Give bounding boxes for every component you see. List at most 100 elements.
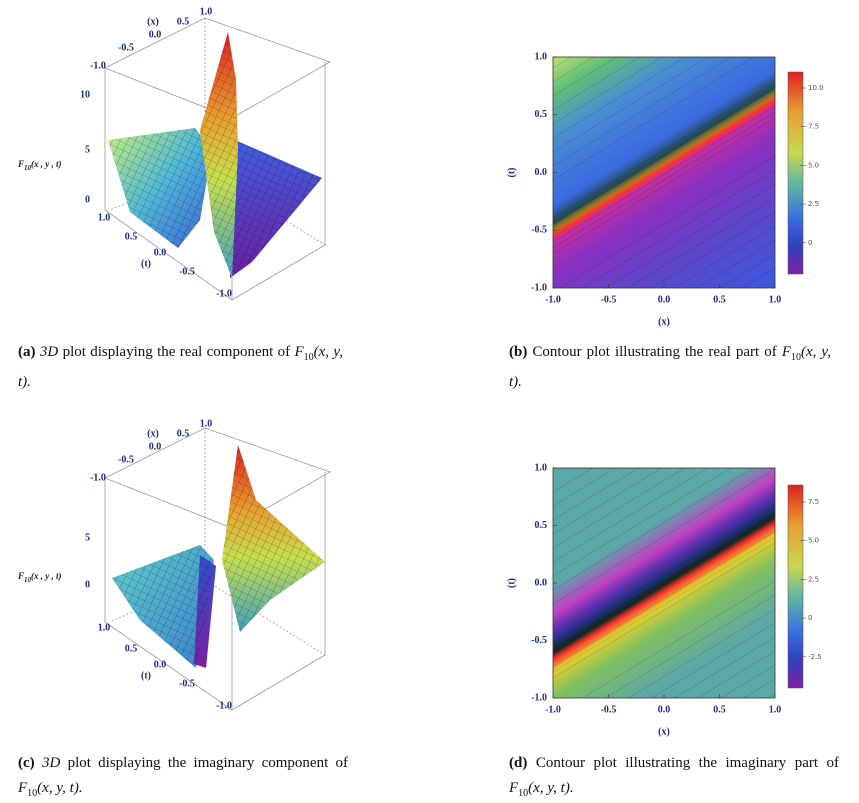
x-axis-label: (x) [658, 726, 670, 737]
z-tick-label: 10 [80, 89, 90, 100]
t-tick-label: 0.0 [154, 247, 167, 258]
contour-line [553, 506, 775, 643]
x-tick-label: 0.0 [149, 441, 162, 452]
caption-lead: 3D [39, 344, 59, 360]
x-tick-label: 0.0 [149, 29, 162, 40]
z-axis-label: F10(x , y , t) [17, 571, 62, 584]
contour-plot-d [552, 467, 804, 699]
caption-label: (a) [18, 344, 36, 360]
math-base: F [18, 780, 28, 796]
contour-line [719, 253, 775, 288]
contour-line [696, 239, 775, 288]
contour-line [553, 111, 775, 249]
colorbar-tick-label: 7.5 [808, 123, 819, 131]
contour-line [553, 468, 593, 493]
t-tick-label: 1.0 [98, 212, 111, 223]
t-tick-label: -1.0 [216, 700, 232, 711]
contour-line [605, 594, 775, 698]
x-tick-label: 0.5 [177, 428, 190, 439]
y-tick-label: 0.5 [535, 109, 548, 120]
z-label-sub: 10 [24, 576, 32, 584]
contour-line [553, 57, 709, 153]
z-tick-label: 5 [85, 532, 90, 543]
contour-plot-b [552, 56, 804, 289]
contour-line [581, 169, 775, 288]
contour-line [553, 81, 775, 219]
x-axis-label: (x) [658, 316, 670, 327]
surface-3d-a [104, 17, 331, 301]
caption-lead: 3D [41, 755, 61, 771]
contour-line [553, 105, 775, 243]
contour-line [553, 468, 686, 549]
x-tick-label: -1.0 [90, 472, 106, 483]
colorbar-tick-label: 2.5 [808, 200, 819, 208]
colorbar-tick-label: 7.5 [808, 498, 819, 506]
x-tick-label: -0.5 [601, 704, 617, 715]
contour-line [553, 93, 775, 231]
colorbar-tick-label: -2.5 [808, 653, 822, 661]
z-label-base: F [17, 159, 24, 169]
contour-line [651, 622, 775, 698]
x-axis-label: (x) [147, 16, 159, 27]
contour-line [553, 530, 775, 667]
contour-line [553, 468, 639, 521]
z-tick-label: 0 [85, 579, 90, 590]
contour-line [553, 57, 686, 139]
y-tick-label: 0.0 [535, 577, 548, 588]
surface-3d-c [104, 427, 331, 711]
x-tick-label: -1.0 [90, 60, 106, 71]
contour-line [553, 512, 775, 649]
contour-line [553, 57, 595, 83]
z-label-args: (x , y , t) [31, 571, 62, 581]
x-tick-label: 1.0 [769, 704, 782, 715]
contour-line [553, 87, 775, 225]
math-args: (x, y, t). [37, 780, 83, 796]
math-sub: 10 [27, 788, 38, 799]
t-tick-label: 1.0 [98, 622, 111, 633]
caption-label: (b) [509, 344, 528, 360]
math-sub: 10 [790, 352, 801, 363]
math-sub: 10 [303, 352, 314, 363]
x-tick-label: 1.0 [200, 6, 213, 17]
contour-line [553, 57, 618, 97]
contour-line [553, 518, 775, 655]
t-tick-label: 0.5 [125, 643, 138, 654]
contour-line [553, 468, 663, 535]
caption-c: (c) 3D plot displaying the imaginary com… [18, 751, 348, 803]
z-axis-label: F10(x , y , t) [17, 159, 62, 172]
caption-text: Contour plot illustrating the imaginary … [535, 755, 840, 771]
x-tick-label: 0.0 [658, 294, 671, 305]
x-tick-label: -0.5 [118, 454, 134, 465]
contour-line [673, 225, 775, 288]
y-tick-label: 1.0 [535, 51, 548, 62]
z-label-args: (x , y , t) [31, 159, 62, 169]
math-sub: 10 [518, 788, 529, 799]
x-tick-label: -0.5 [601, 294, 617, 305]
z-label-base: F [17, 571, 24, 581]
caption-text: plot displaying the imaginary component … [67, 755, 349, 771]
contour-line [553, 468, 732, 577]
contour-line [553, 468, 775, 605]
contour-line [553, 117, 775, 255]
contour-line [553, 57, 755, 181]
y-tick-label: 0.0 [535, 167, 548, 178]
math-base: F [781, 344, 791, 360]
y-tick-label: -1.0 [531, 692, 547, 703]
x-tick-label: 0.5 [177, 16, 190, 27]
t-tick-label: 0.5 [125, 231, 138, 242]
y-tick-label: 0.5 [535, 520, 548, 531]
contour-line [553, 542, 775, 679]
math-args: (x, y, t). [18, 344, 344, 390]
colorbar-tick-label: 10.0 [808, 84, 824, 92]
contour-line [553, 536, 775, 673]
contour-line [674, 636, 775, 698]
y-tick-label: -1.0 [531, 282, 547, 293]
y-tick-label: -0.5 [531, 635, 547, 646]
contour-line [582, 580, 775, 698]
caption-a: (a) 3D plot displaying the real componen… [18, 340, 343, 395]
caption-d: (d) Contour plot illustrating the imagin… [509, 751, 839, 803]
y-tick-label: -0.5 [531, 225, 547, 236]
x-tick-label: -1.0 [545, 704, 561, 715]
t-tick-label: -1.0 [216, 288, 232, 299]
